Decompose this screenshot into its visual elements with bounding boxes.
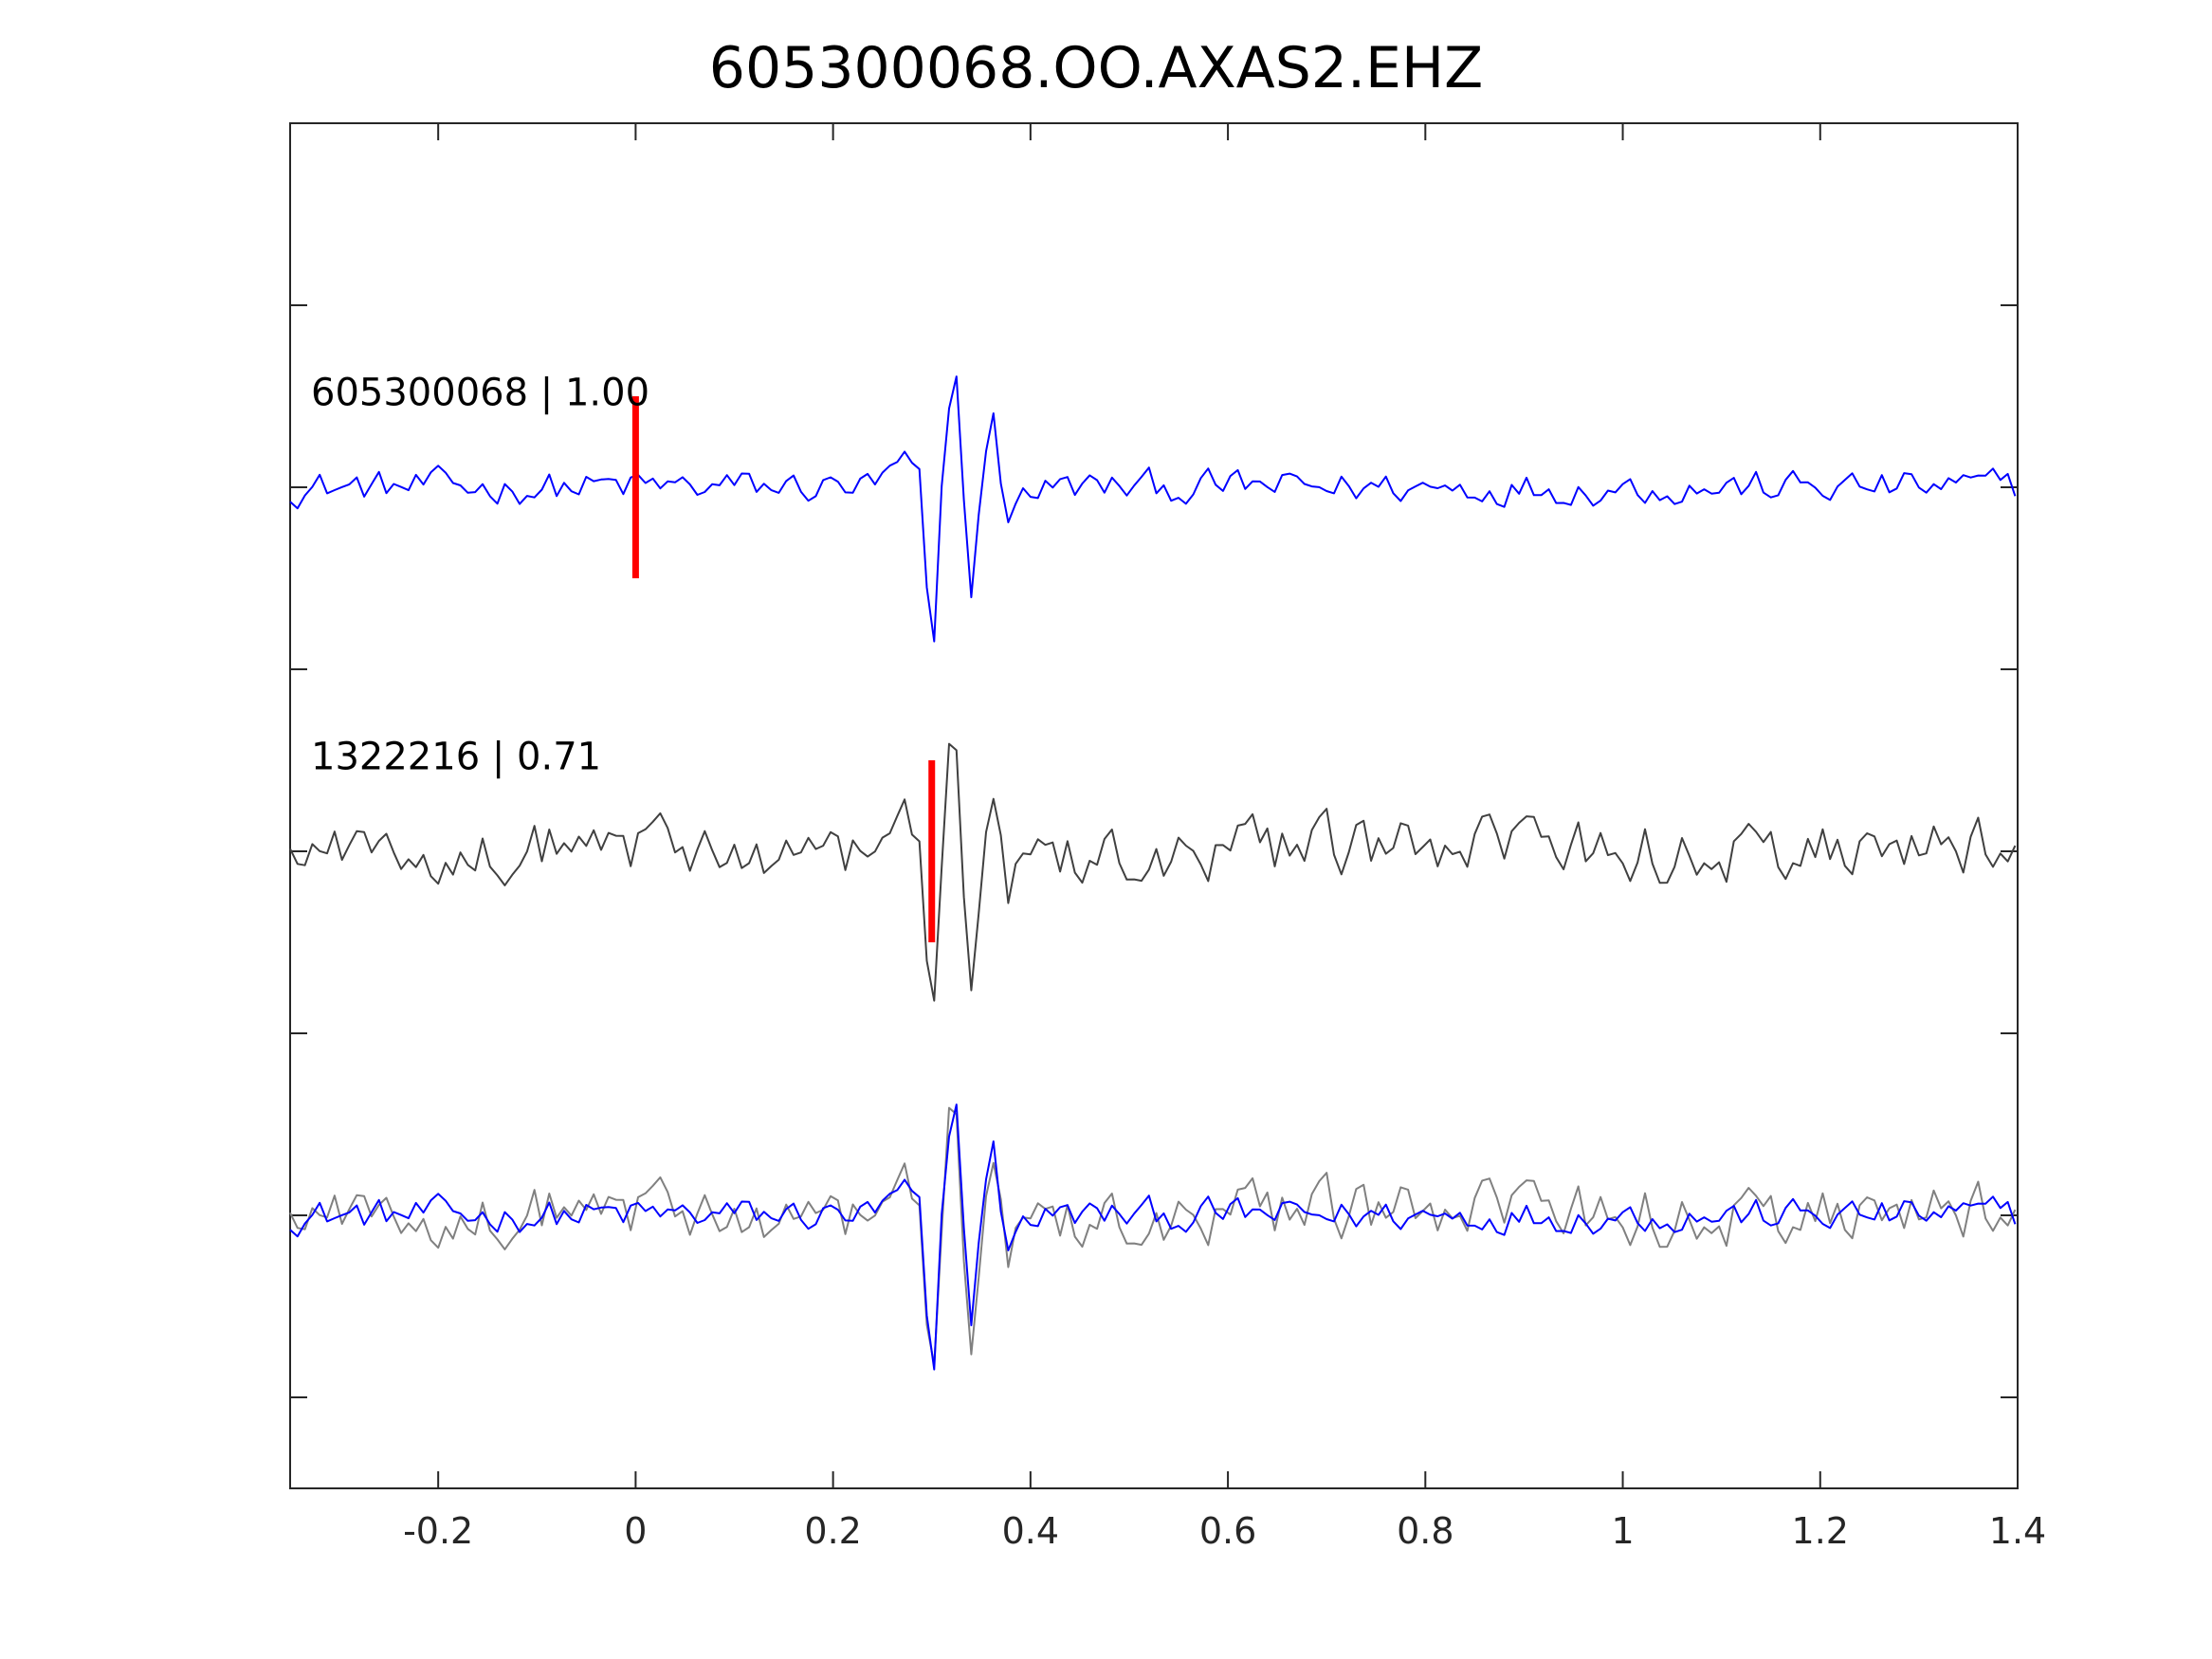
x-tick-label: 0.6 — [1199, 1510, 1256, 1552]
template-trace — [289, 375, 2017, 643]
detection-trace — [289, 742, 2017, 1002]
overlay-template-trace — [289, 1103, 2017, 1371]
x-tick-label: -0.2 — [403, 1510, 473, 1552]
x-tick-label: 0.8 — [1397, 1510, 1453, 1552]
chart-title: 605300068.OO.AXAS2.EHZ — [709, 35, 1483, 101]
axes-box — [289, 122, 2019, 1489]
plot-area: -0.2 0 0.2 0.4 0.6 0.8 1 1.2 1.4 605300068 | 1.00… — [289, 122, 2046, 1552]
x-tick-label: 1.2 — [1792, 1510, 1849, 1552]
x-tick-label: 0.4 — [1002, 1510, 1059, 1552]
trace-label: 1322216 | 0.71 — [311, 736, 601, 779]
x-tick-label: 1 — [1611, 1510, 1634, 1552]
trace-label: 605300068 | 1.00 — [311, 372, 649, 415]
x-tick-label: 0.2 — [804, 1510, 861, 1552]
x-tick-label: 0 — [624, 1510, 647, 1552]
x-tick-label: 1.4 — [1989, 1510, 2046, 1552]
overlay-detection-trace — [289, 1106, 2017, 1366]
